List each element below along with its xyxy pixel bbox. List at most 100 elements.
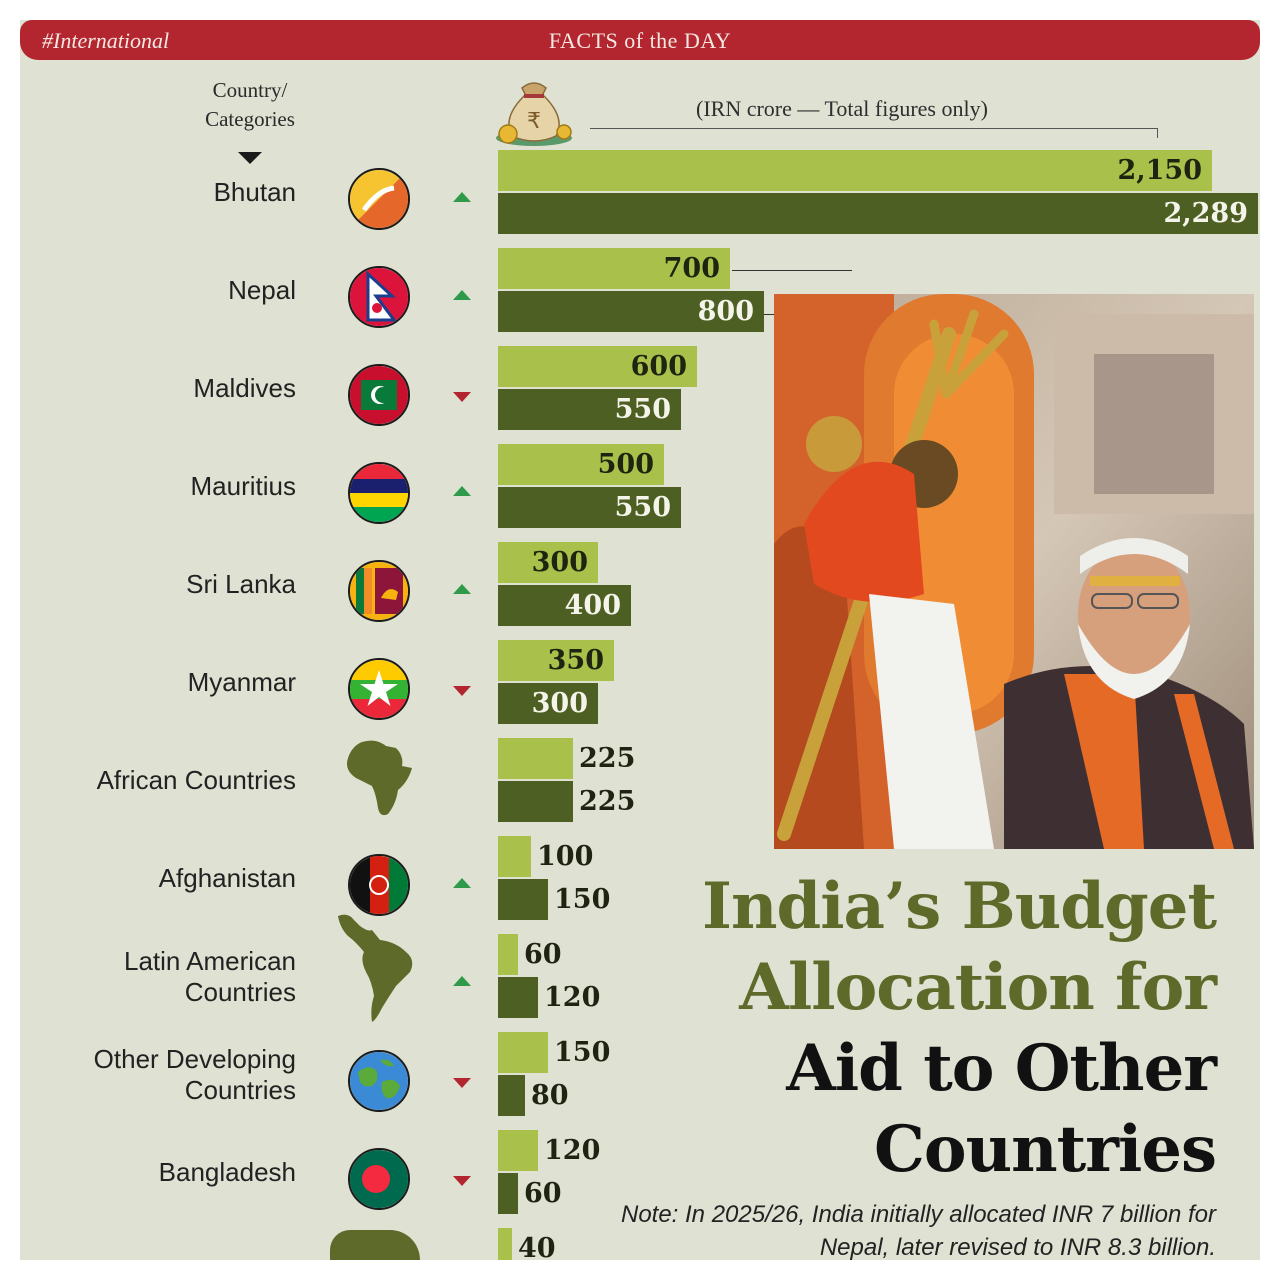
bar-latin-american-countries-second bbox=[498, 977, 538, 1018]
value-label-sri-lanka-second: 400 bbox=[564, 590, 621, 621]
banner-title: FACTS of the DAY bbox=[548, 28, 732, 53]
value-label-african-countries-second: 225 bbox=[579, 786, 636, 817]
value-label-bangladesh-second: 60 bbox=[524, 1178, 562, 1209]
nepal-flag-icon bbox=[348, 266, 410, 328]
category-label-myanmar: Myanmar bbox=[187, 667, 296, 697]
myanmar-flag-icon bbox=[348, 658, 410, 720]
bar-bhutan-first bbox=[498, 150, 1212, 191]
trend-up-icon bbox=[453, 878, 471, 888]
bar-maldives-first bbox=[498, 346, 697, 387]
unit-bracket-line bbox=[590, 128, 1158, 129]
trend-up-icon bbox=[453, 976, 471, 986]
bar-other-developing-countries-first bbox=[498, 1032, 548, 1073]
partial-map-icon bbox=[330, 1230, 420, 1260]
trend-up-icon bbox=[453, 584, 471, 594]
category-column-header: Country/ Categories bbox=[205, 78, 295, 131]
trend-down-icon bbox=[453, 392, 471, 402]
nepal-callout-line-2 bbox=[762, 314, 774, 315]
value-label-myanmar-second: 300 bbox=[531, 688, 588, 719]
nepal-callout-line bbox=[732, 270, 852, 271]
latin-america-map-icon bbox=[336, 912, 422, 1029]
bar-nepal-second bbox=[498, 291, 764, 332]
sort-down-arrow-icon bbox=[238, 152, 262, 164]
category-label-other-developing-countries: Other Developing Countries bbox=[93, 1044, 296, 1105]
value-label-sri-lanka-first: 300 bbox=[531, 547, 588, 578]
bar-maldives-second bbox=[498, 389, 681, 430]
category-label-nepal: Nepal bbox=[228, 275, 296, 305]
bar-afghanistan-first bbox=[498, 836, 531, 877]
value-label-mauritius-second: 550 bbox=[614, 492, 671, 523]
headline-line-3: Aid to Other bbox=[786, 1031, 1217, 1106]
bar-myanmar-second bbox=[498, 683, 598, 724]
sri-lanka-flag-icon bbox=[348, 560, 410, 622]
trend-up-icon bbox=[453, 290, 471, 300]
bar-partial-row bbox=[498, 1228, 512, 1260]
bar-african-countries-first bbox=[498, 738, 573, 779]
category-label-afghanistan: Afghanistan bbox=[158, 863, 296, 893]
value-label-nepal-second: 800 bbox=[697, 296, 754, 327]
value-label-african-countries-first: 225 bbox=[579, 743, 636, 774]
headline-line-4: Countries bbox=[873, 1112, 1217, 1187]
value-label-afghanistan-second: 150 bbox=[554, 884, 611, 915]
bar-afghanistan-second bbox=[498, 879, 548, 920]
bar-bangladesh-first bbox=[498, 1130, 538, 1171]
facts-banner: #International FACTS of the DAY bbox=[20, 20, 1260, 60]
bar-sri-lanka-second bbox=[498, 585, 631, 626]
bangladesh-flag-icon bbox=[348, 1148, 410, 1210]
value-label-latin-american-countries-second: 120 bbox=[544, 982, 601, 1013]
leader-photo bbox=[774, 294, 1254, 849]
value-label-mauritius-first: 500 bbox=[597, 449, 654, 480]
bar-mauritius-second bbox=[498, 487, 681, 528]
trend-up-icon bbox=[453, 486, 471, 496]
value-label-bhutan-second: 2,289 bbox=[1163, 198, 1248, 229]
value-label-nepal-first: 700 bbox=[663, 253, 720, 284]
africa-map-icon bbox=[342, 738, 414, 825]
afghanistan-flag-icon bbox=[348, 854, 410, 916]
unit-label: (IRN crore — Total figures only) bbox=[696, 96, 988, 121]
leader-photo-image bbox=[774, 294, 1254, 849]
category-label-maldives: Maldives bbox=[193, 373, 296, 403]
mauritius-flag-icon bbox=[348, 462, 410, 524]
bar-bhutan-second bbox=[498, 193, 1258, 234]
maldives-flag-icon bbox=[348, 364, 410, 426]
trend-up-icon bbox=[453, 192, 471, 202]
value-label-maldives-second: 550 bbox=[614, 394, 671, 425]
value-label-bhutan-first: 2,150 bbox=[1117, 155, 1202, 186]
bhutan-flag-icon bbox=[348, 168, 410, 230]
unit-bracket-tick bbox=[1157, 128, 1158, 138]
value-label-myanmar-first: 350 bbox=[547, 645, 604, 676]
category-label-bhutan: Bhutan bbox=[213, 177, 296, 207]
headline-line-2: Allocation for bbox=[739, 950, 1217, 1025]
value-label-bangladesh-first: 120 bbox=[544, 1135, 601, 1166]
category-label-mauritius: Mauritius bbox=[190, 471, 296, 501]
bar-mauritius-first bbox=[498, 444, 664, 485]
bar-other-developing-countries-second bbox=[498, 1075, 525, 1116]
bar-sri-lanka-first bbox=[498, 542, 598, 583]
trend-down-icon bbox=[453, 1176, 471, 1186]
bar-myanmar-first bbox=[498, 640, 614, 681]
value-label-partial-row: 40 bbox=[518, 1233, 556, 1260]
bar-latin-american-countries-first bbox=[498, 934, 518, 975]
footnote: Note: In 2025/26, India initially alloca… bbox=[620, 1201, 1216, 1260]
value-label-other-developing-countries-first: 150 bbox=[554, 1037, 611, 1068]
value-label-latin-american-countries-first: 60 bbox=[524, 939, 562, 970]
bar-nepal-first bbox=[498, 248, 730, 289]
infographic-canvas: #International FACTS of the DAY Country/… bbox=[20, 20, 1260, 1260]
bar-african-countries-second bbox=[498, 781, 573, 822]
svg-text:₹: ₹ bbox=[527, 109, 541, 134]
trend-down-icon bbox=[453, 686, 471, 696]
category-label-african-countries: African Countries bbox=[96, 765, 296, 795]
bar-bangladesh-second bbox=[498, 1173, 518, 1214]
headline: India’s Budget Allocation for Aid to Oth… bbox=[702, 866, 1217, 1190]
value-label-afghanistan-first: 100 bbox=[537, 841, 594, 872]
category-label-bangladesh: Bangladesh bbox=[158, 1157, 296, 1187]
money-bag-icon: ₹ bbox=[496, 82, 572, 146]
category-label-sri-lanka: Sri Lanka bbox=[186, 569, 296, 599]
globe-icon bbox=[348, 1050, 410, 1112]
headline-line-1: India’s Budget bbox=[702, 869, 1217, 944]
category-label-latin-american-countries: Latin American Countries bbox=[124, 946, 296, 1007]
trend-down-icon bbox=[453, 1078, 471, 1088]
hashtag-label[interactable]: #International bbox=[42, 28, 170, 53]
value-label-maldives-first: 600 bbox=[630, 351, 687, 382]
value-label-other-developing-countries-second: 80 bbox=[531, 1080, 569, 1111]
